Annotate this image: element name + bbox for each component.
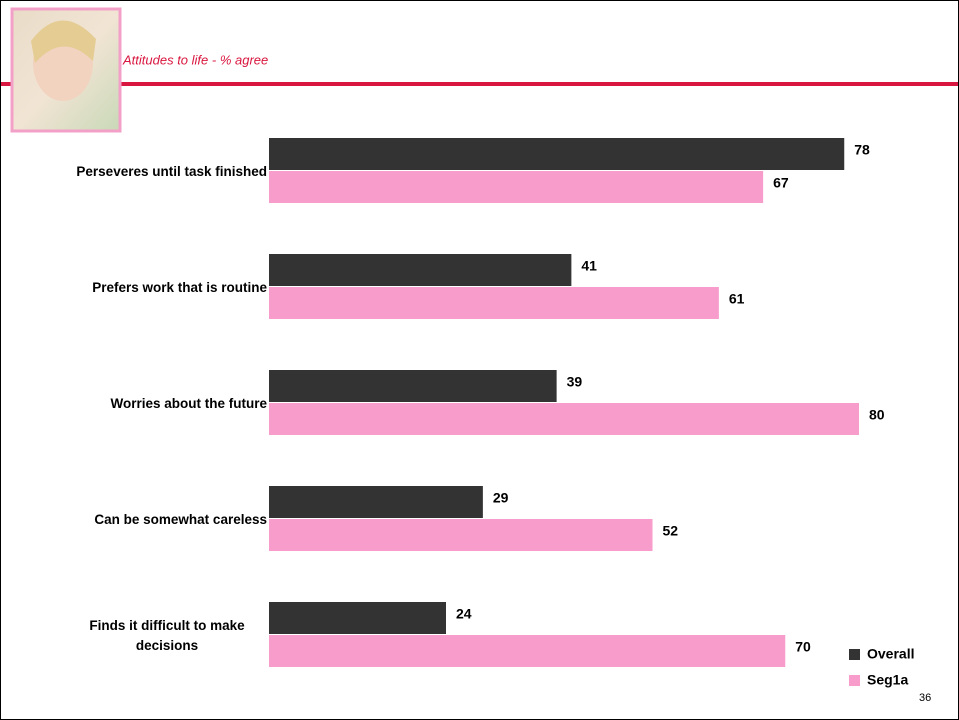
chart-title: Attitudes to life - % agree [122,52,268,67]
data-label: 24 [456,606,472,622]
data-label: 41 [581,258,597,274]
category-label-box: Can be somewhat careless [5,487,267,553]
bar [269,254,572,286]
category-label: Worries about the future [110,396,267,411]
category-label-box: Prefers work that is routine [5,255,267,321]
data-label: 70 [795,639,811,655]
data-label: 52 [663,523,679,539]
category-label: Finds it difficult to make decisions [89,618,245,653]
bar [269,403,859,435]
data-label: 78 [854,142,870,158]
category-label: Can be somewhat careless [94,512,267,527]
category-label-box: Finds it difficult to make decisions [5,603,267,669]
page-number: 36 [919,692,931,704]
bar [269,138,845,170]
bar [269,602,446,634]
data-label: 39 [567,374,583,390]
legend-label: Overall [867,646,914,662]
legend-swatch [849,675,860,686]
data-label: 29 [493,490,509,506]
bar [269,171,764,203]
data-label: 80 [869,407,885,423]
bar [269,287,719,319]
bar [269,519,653,551]
photo-hair [31,20,96,63]
data-label: 67 [773,175,789,191]
category-label: Prefers work that is routine [92,280,267,295]
category-label: Perseveres until task finished [76,164,267,179]
bar [269,486,483,518]
bar [269,370,557,402]
category-label-box: Perseveres until task finished [5,139,267,205]
header-rule [1,82,958,86]
category-label-box: Worries about the future [5,371,267,437]
legend-swatch [849,649,860,660]
legend-label: Seg1a [867,672,908,688]
data-label: 61 [729,291,745,307]
bar [269,635,786,667]
